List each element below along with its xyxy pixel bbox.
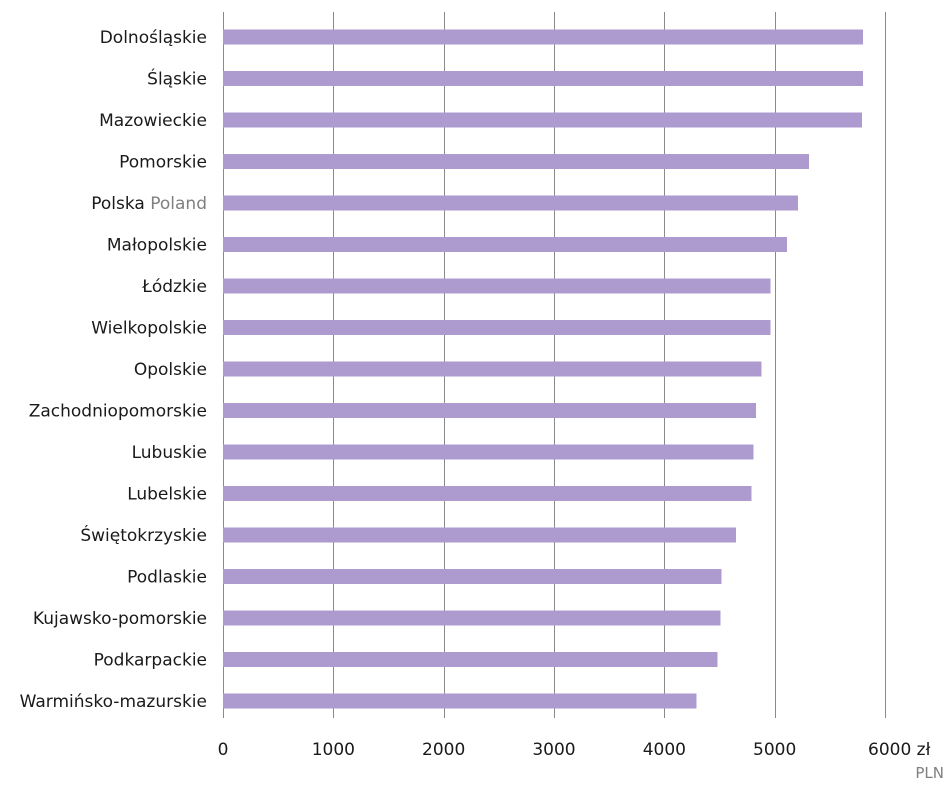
x-tick-label: 6000 zł bbox=[868, 740, 931, 760]
bar bbox=[223, 444, 754, 460]
category-label: Podlaskie bbox=[127, 568, 207, 588]
bar bbox=[223, 486, 752, 501]
category-label-text: Lubuskie bbox=[132, 443, 207, 463]
bar bbox=[223, 569, 722, 584]
category-label: Opolskie bbox=[134, 360, 207, 380]
category-label: Pomorskie bbox=[119, 153, 207, 173]
unit-label: PLN bbox=[915, 764, 944, 782]
category-label-text: Pomorskie bbox=[119, 153, 207, 173]
category-label: Podkarpackie bbox=[94, 651, 207, 671]
category-label: Kujawsko-pomorskie bbox=[33, 609, 207, 629]
category-label: Lubelskie bbox=[127, 485, 207, 505]
category-label: Małopolskie bbox=[107, 236, 207, 256]
category-label-text: Małopolskie bbox=[107, 236, 207, 256]
category-label: Dolnośląskie bbox=[100, 28, 207, 48]
bar bbox=[223, 71, 863, 86]
category-label-text: Podlaskie bbox=[127, 568, 207, 588]
category-labels: Dolnośląskie Śląskie Mazowieckie Pomorskie P… bbox=[20, 28, 207, 712]
category-label: Warmińsko-mazurskie bbox=[20, 692, 207, 712]
category-label-text: Polska bbox=[91, 194, 145, 214]
category-label: Zachodniopomorskie bbox=[29, 402, 207, 422]
bar bbox=[223, 693, 697, 709]
bar bbox=[223, 29, 863, 45]
x-axis-tick-labels: 0 1000 2000 3000 4000 5000 6000 zł bbox=[218, 740, 931, 760]
bar bbox=[223, 112, 862, 128]
category-label: Śląskie bbox=[147, 68, 207, 90]
bar bbox=[223, 320, 771, 335]
bar bbox=[223, 195, 798, 211]
category-label-text: Mazowieckie bbox=[99, 111, 207, 131]
category-label-text: Lubelskie bbox=[127, 485, 207, 505]
category-label: Mazowieckie bbox=[99, 111, 207, 131]
bar bbox=[223, 278, 771, 294]
category-label-text: Łódzkie bbox=[141, 277, 207, 297]
category-label-text: Świętokrzyskie bbox=[80, 524, 207, 546]
category-label-text: Śląskie bbox=[147, 68, 207, 90]
bar bbox=[223, 361, 762, 377]
category-label: Łódzkie bbox=[141, 277, 207, 297]
x-tick-label: 5000 bbox=[753, 740, 796, 760]
x-tick-label: 0 bbox=[218, 740, 229, 760]
bar bbox=[223, 154, 809, 169]
category-label-text: Kujawsko-pomorskie bbox=[33, 609, 207, 629]
category-label: Polska Poland bbox=[91, 194, 207, 214]
x-tick-label: 1000 bbox=[312, 740, 355, 760]
bar bbox=[223, 652, 718, 667]
category-label-text: Dolnośląskie bbox=[100, 28, 207, 48]
bar bbox=[223, 237, 787, 252]
bar bbox=[223, 527, 737, 543]
category-label-text: Zachodniopomorskie bbox=[29, 402, 207, 422]
x-tick-label: 2000 bbox=[422, 740, 465, 760]
category-label-text: Wielkopolskie bbox=[91, 319, 207, 339]
bar bbox=[223, 610, 721, 626]
bar bbox=[223, 403, 756, 418]
category-label: Świętokrzyskie bbox=[80, 524, 207, 546]
x-tick-label: 4000 bbox=[643, 740, 686, 760]
category-label-text: Warmińsko-mazurskie bbox=[20, 692, 207, 712]
x-tick-label: 3000 bbox=[532, 740, 575, 760]
category-label-text: Podkarpackie bbox=[94, 651, 207, 671]
category-label-secondary: Poland bbox=[145, 194, 207, 214]
category-label: Lubuskie bbox=[132, 443, 207, 463]
category-label-text: Opolskie bbox=[134, 360, 207, 380]
bars bbox=[223, 29, 863, 709]
category-label: Wielkopolskie bbox=[91, 319, 207, 339]
